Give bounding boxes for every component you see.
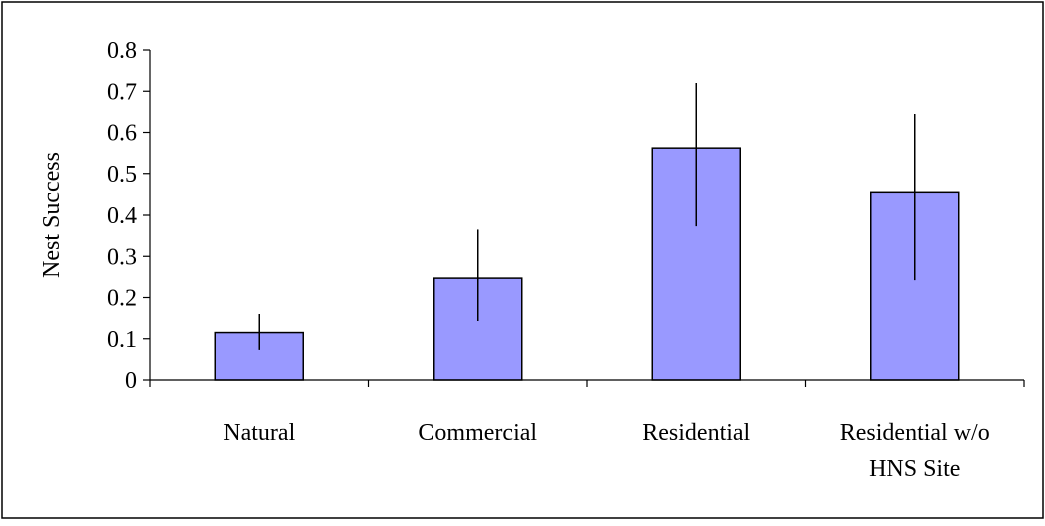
y-axis-title: Nest Success [39, 152, 65, 278]
y-tick-label: 0.2 [107, 286, 137, 312]
y-tick-label: 0.6 [107, 121, 137, 147]
x-tick-label-line: Residential w/o [840, 420, 990, 446]
axes [149, 50, 1025, 387]
x-tick-label-line: Residential [642, 420, 750, 446]
x-tick-label-line: HNS Site [869, 456, 960, 482]
x-tick-label: Residential w/o HNS Site [840, 420, 990, 482]
y-tick-label: 0 [125, 368, 137, 394]
x-tick-label-line: Commercial [418, 420, 537, 446]
y-axis-ticks: 0 0.1 0.2 0.3 0.4 0.5 0.6 0.7 0.8 [107, 38, 150, 394]
y-tick-label: 0.3 [107, 244, 137, 270]
x-tick-label: Commercial [418, 420, 537, 446]
y-tick-label: 0.1 [107, 327, 137, 353]
bars [214, 147, 960, 381]
y-tick-label: 0.8 [107, 38, 137, 64]
x-axis-labels: Natural Commercial Residential Residential … [223, 420, 989, 482]
x-tick-label-line: Natural [223, 420, 295, 446]
x-tick-label: Natural [223, 420, 295, 446]
y-tick-label: 0.4 [107, 203, 137, 229]
y-tick-label: 0.5 [107, 162, 137, 188]
error-bars [258, 83, 916, 350]
x-tick-label: Residential [642, 420, 750, 446]
y-tick-label: 0.7 [107, 79, 137, 105]
